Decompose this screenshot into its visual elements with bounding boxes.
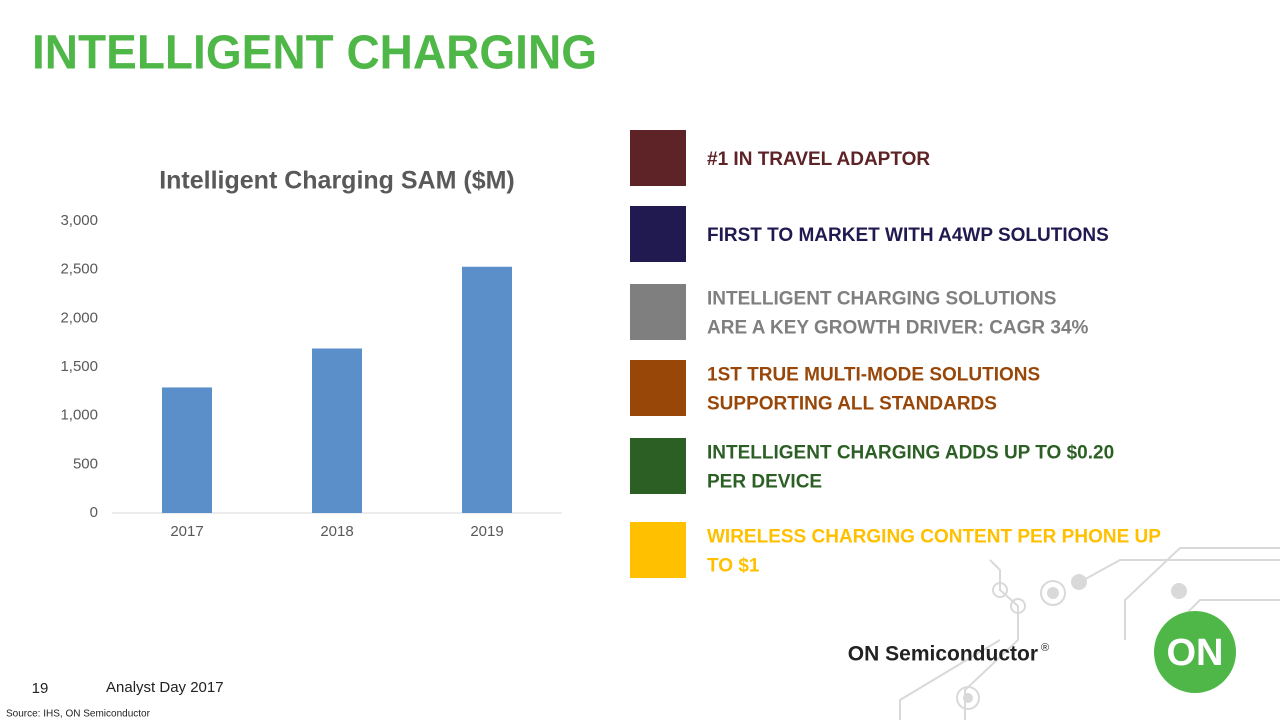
bullet-text: INTELLIGENT CHARGING ADDS UP TO $0.20: [707, 443, 1114, 464]
slide-title: INTELLIGENT CHARGING: [32, 27, 597, 80]
bullet-text: TO $1: [707, 556, 760, 577]
bullet-swatch: [630, 360, 686, 416]
y-tick-label: 1,000: [60, 407, 98, 424]
x-tick-label: 2018: [320, 523, 353, 540]
y-tick-label: 2,500: [60, 261, 98, 278]
event-name: Analyst Day 2017: [106, 679, 224, 696]
bullet-text: SUPPORTING ALL STANDARDS: [707, 394, 997, 415]
bullet-text: FIRST TO MARKET WITH A4WP SOLUTIONS: [707, 225, 1109, 246]
bar: [312, 348, 362, 513]
page-number: 19: [32, 680, 49, 697]
bullet-text: PER DEVICE: [707, 472, 822, 493]
y-tick-label: 0: [90, 504, 98, 521]
logo-badge: [1154, 611, 1236, 693]
bullet-swatch: [630, 438, 686, 494]
y-tick-label: 2,000: [60, 309, 98, 326]
bar: [162, 387, 212, 513]
bullet-list: #1 IN TRAVEL ADAPTOR FIRST TO MARKET WITH…: [630, 130, 1161, 578]
source-note: Source: IHS, ON Semiconductor: [6, 709, 151, 720]
bar: [462, 266, 512, 513]
x-tick-label: 2017: [170, 523, 203, 540]
bullet-swatch: [630, 206, 686, 262]
bullet-swatch: [630, 130, 686, 186]
bullet-text: #1 IN TRAVEL ADAPTOR: [707, 149, 930, 170]
bullet-swatch: [630, 522, 686, 578]
y-tick-label: 3,000: [60, 212, 98, 229]
bullet-text: WIRELESS CHARGING CONTENT PER PHONE UP: [707, 527, 1161, 548]
circuit-decoration: [899, 547, 1280, 720]
bullet-text: INTELLIGENT CHARGING SOLUTIONS: [707, 289, 1056, 310]
y-tick-label: 500: [73, 455, 98, 472]
bullet-text: ARE A KEY GROWTH DRIVER: CAGR 34%: [707, 318, 1089, 339]
company-name: ON Semiconductor: [848, 643, 1038, 666]
chart-title: Intelligent Charging SAM ($M): [159, 167, 515, 195]
x-tick-label: 2019: [470, 523, 503, 540]
bullet-swatch: [630, 284, 686, 340]
logo-text: ON: [1167, 632, 1224, 674]
registered-mark: ®: [1041, 642, 1049, 654]
bullet-text: 1ST TRUE MULTI-MODE SOLUTIONS: [707, 365, 1040, 386]
y-tick-label: 1,500: [60, 358, 98, 375]
